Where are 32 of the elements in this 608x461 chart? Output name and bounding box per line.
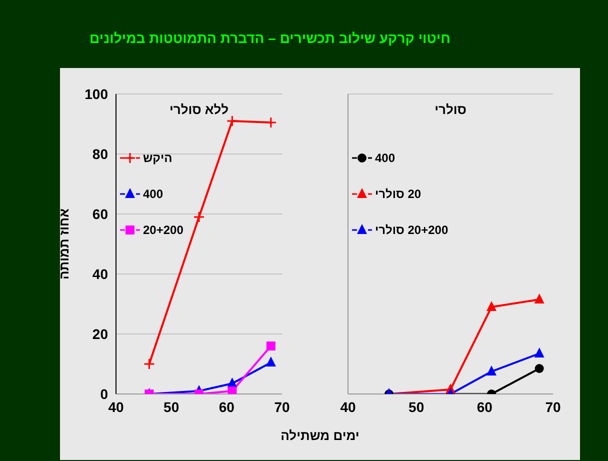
y-tick-label: 40 [92,266,108,282]
point [486,301,496,311]
point [266,342,276,350]
point [534,294,544,304]
x-tick-label: 60 [476,398,493,415]
x-tick-label: 60 [218,398,235,415]
legend-label: 400 [143,187,164,201]
y-tick-label: 100 [84,86,108,102]
legend-label: 20+200 סולרי [375,223,448,237]
legend-label: היקש [143,151,172,165]
point [486,366,496,376]
y-tick-label: 80 [92,146,108,162]
point [266,356,276,366]
legend-label: 20 סולרי [375,187,422,201]
legend-label: 20+200 [143,223,184,237]
point [228,386,237,394]
x-tick-label: 70 [274,398,290,415]
y-tick-label: 0 [100,386,108,402]
y-axis-title: אחוז תמותה [56,208,72,280]
text: סולרי [434,102,468,117]
legend-label: 400 [375,151,396,165]
x-tick-label: 50 [408,398,424,415]
text: ללא סולרי [168,102,230,117]
y-tick-label: 20 [92,326,108,342]
y-tick-label: 60 [92,206,108,222]
x-tick-label: 40 [340,398,356,415]
x-tick-label: 50 [164,398,180,415]
x-axis-title: ימים משתילה [280,428,360,443]
x-tick-label: 70 [545,398,561,415]
x-tick-label: 40 [108,398,124,415]
point [534,348,544,358]
chart-title: חיטוי קרקע שילוב תכשירים – הדברת התמוטטות במילונים [88,30,452,46]
